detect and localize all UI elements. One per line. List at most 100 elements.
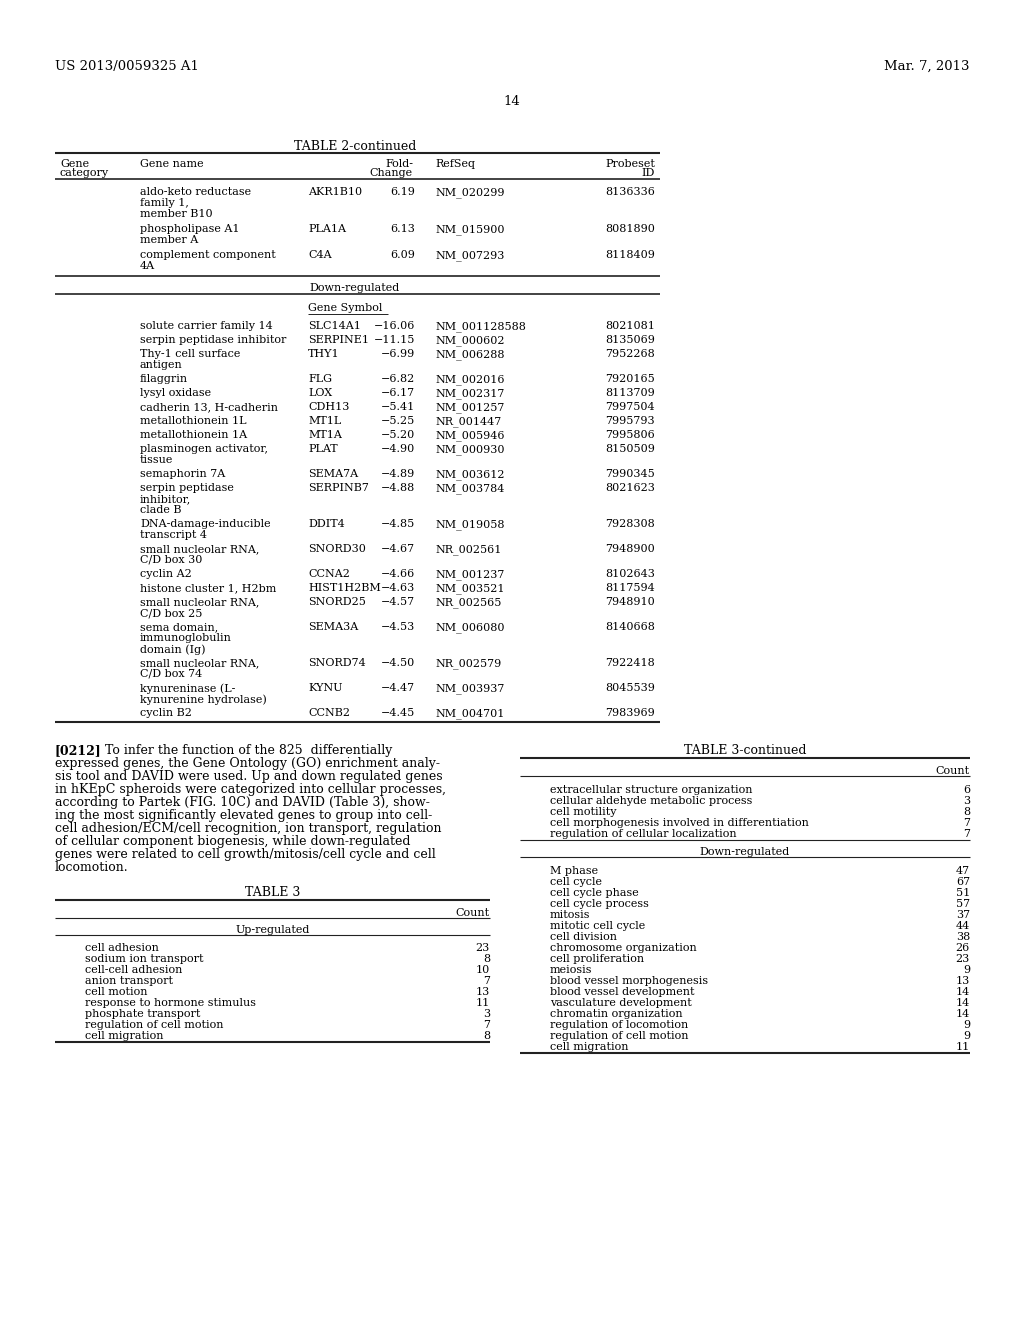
Text: 7995806: 7995806 [605,430,655,440]
Text: phospholipase A1: phospholipase A1 [140,224,240,234]
Text: 10: 10 [476,965,490,975]
Text: cell cycle process: cell cycle process [550,899,649,909]
Text: DNA-damage-inducible: DNA-damage-inducible [140,519,270,529]
Text: 8150509: 8150509 [605,444,655,454]
Text: TABLE 3: TABLE 3 [245,886,300,899]
Text: anion transport: anion transport [85,975,173,986]
Text: Count: Count [936,766,970,776]
Text: Count: Count [456,908,490,917]
Text: kynureninase (L-: kynureninase (L- [140,682,236,693]
Text: cell proliferation: cell proliferation [550,954,644,964]
Text: 8118409: 8118409 [605,249,655,260]
Text: ID: ID [642,168,655,178]
Text: −5.25: −5.25 [381,416,415,426]
Text: immunoglobulin: immunoglobulin [140,634,231,643]
Text: cyclin B2: cyclin B2 [140,708,191,718]
Text: tissue: tissue [140,455,173,465]
Text: −4.57: −4.57 [381,597,415,607]
Text: Fold-: Fold- [385,158,413,169]
Text: serpin peptidase inhibitor: serpin peptidase inhibitor [140,335,287,345]
Text: NM_002016: NM_002016 [435,374,505,384]
Text: NM_001128588: NM_001128588 [435,321,526,331]
Text: 26: 26 [955,942,970,953]
Text: CCNB2: CCNB2 [308,708,350,718]
Text: SEMA3A: SEMA3A [308,622,358,632]
Text: cell cycle: cell cycle [550,876,602,887]
Text: −16.06: −16.06 [374,321,415,331]
Text: sis tool and DAVID were used. Up and down regulated genes: sis tool and DAVID were used. Up and dow… [55,770,442,783]
Text: transcript 4: transcript 4 [140,531,207,540]
Text: SLC14A1: SLC14A1 [308,321,360,331]
Text: 7: 7 [963,818,970,828]
Text: cyclin A2: cyclin A2 [140,569,191,579]
Text: 38: 38 [955,932,970,942]
Text: ing the most significantly elevated genes to group into cell-: ing the most significantly elevated gene… [55,809,432,822]
Text: −11.15: −11.15 [374,335,415,345]
Text: Down-regulated: Down-regulated [699,847,791,857]
Text: 7920165: 7920165 [605,374,655,384]
Text: 14: 14 [955,987,970,997]
Text: −4.53: −4.53 [381,622,415,632]
Text: NM_015900: NM_015900 [435,224,505,235]
Text: M phase: M phase [550,866,598,876]
Text: 3: 3 [483,1008,490,1019]
Text: according to Partek (FIG. ​10C) and DAVID (Table 3), show-: according to Partek (FIG. ​10C) and DAVI… [55,796,430,809]
Text: mitosis: mitosis [550,909,591,920]
Text: 13: 13 [955,975,970,986]
Text: −4.50: −4.50 [381,657,415,668]
Text: 47: 47 [955,866,970,876]
Text: 8021623: 8021623 [605,483,655,492]
Text: SEMA7A: SEMA7A [308,469,358,479]
Text: MT1A: MT1A [308,430,342,440]
Text: 8117594: 8117594 [605,583,655,593]
Text: 7922418: 7922418 [605,657,655,668]
Text: sodium ion transport: sodium ion transport [85,954,204,964]
Text: 8113709: 8113709 [605,388,655,399]
Text: of cellular component biogenesis, while down-regulated: of cellular component biogenesis, while … [55,836,411,847]
Text: 7990345: 7990345 [605,469,655,479]
Text: NR_002565: NR_002565 [435,597,502,607]
Text: NM_001237: NM_001237 [435,569,505,579]
Text: SERPINE1: SERPINE1 [308,335,369,345]
Text: NM_002317: NM_002317 [435,388,505,399]
Text: NM_003784: NM_003784 [435,483,505,494]
Text: 8136336: 8136336 [605,187,655,197]
Text: 8081890: 8081890 [605,224,655,234]
Text: metallothionein 1A: metallothionein 1A [140,430,247,440]
Text: 8140668: 8140668 [605,622,655,632]
Text: 7997504: 7997504 [605,403,655,412]
Text: −4.88: −4.88 [381,483,415,492]
Text: [0212]: [0212] [55,744,101,756]
Text: expressed genes, the Gene Ontology (GO) enrichment analy-: expressed genes, the Gene Ontology (GO) … [55,756,440,770]
Text: regulation of locomotion: regulation of locomotion [550,1020,688,1030]
Text: PLAT: PLAT [308,444,338,454]
Text: cell-cell adhesion: cell-cell adhesion [85,965,182,975]
Text: 7983969: 7983969 [605,708,655,718]
Text: inhibitor,: inhibitor, [140,494,191,504]
Text: cell motion: cell motion [85,987,147,997]
Text: Mar. 7, 2013: Mar. 7, 2013 [885,59,970,73]
Text: 8: 8 [483,1031,490,1041]
Text: chromatin organization: chromatin organization [550,1008,683,1019]
Text: SNORD25: SNORD25 [308,597,366,607]
Text: 7948910: 7948910 [605,597,655,607]
Text: C/D box 74: C/D box 74 [140,669,203,678]
Text: family 1,: family 1, [140,198,188,209]
Text: 8045539: 8045539 [605,682,655,693]
Text: −4.89: −4.89 [381,469,415,479]
Text: 8021081: 8021081 [605,321,655,331]
Text: NR_002561: NR_002561 [435,544,502,554]
Text: member B10: member B10 [140,209,213,219]
Text: SERPINB7: SERPINB7 [308,483,369,492]
Text: small nucleolar RNA,: small nucleolar RNA, [140,597,259,607]
Text: cell morphogenesis involved in differentiation: cell morphogenesis involved in different… [550,818,809,828]
Text: 7: 7 [963,829,970,840]
Text: small nucleolar RNA,: small nucleolar RNA, [140,657,259,668]
Text: −6.17: −6.17 [381,388,415,399]
Text: cellular aldehyde metabolic process: cellular aldehyde metabolic process [550,796,753,807]
Text: 23: 23 [476,942,490,953]
Text: −5.20: −5.20 [381,430,415,440]
Text: CCNA2: CCNA2 [308,569,350,579]
Text: phosphate transport: phosphate transport [85,1008,201,1019]
Text: Gene Symbol: Gene Symbol [308,304,382,313]
